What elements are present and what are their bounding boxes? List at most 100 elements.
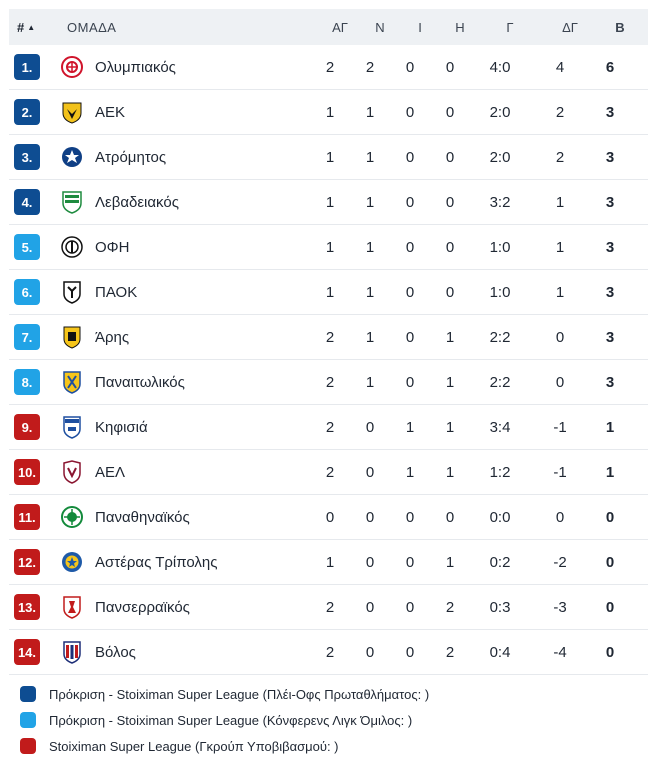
team-name[interactable]: Ολυμπιακός — [95, 58, 176, 76]
table-row[interactable]: 4. Λεβαδειακός 1 1 0 0 3:2 1 3 — [9, 180, 648, 225]
table-row[interactable]: 14. Βόλος 2 0 0 2 0:4 -4 0 — [9, 630, 648, 675]
points-cell: 0 — [605, 598, 615, 616]
paok-crest-icon — [60, 280, 84, 304]
team-cell[interactable]: Άρης — [57, 325, 310, 349]
losses-header[interactable]: Η — [455, 19, 465, 35]
points-cell: 3 — [605, 238, 615, 256]
team-name[interactable]: Βόλος — [95, 643, 136, 661]
team-cell[interactable]: Αστέρας Τρίπολης — [57, 550, 310, 574]
goals-cell: 1:0 — [489, 238, 511, 256]
points-cell: 3 — [605, 373, 615, 391]
legend-label: Stoiximan Super League (Γκρούπ Υποβιβασμ… — [49, 738, 339, 754]
table-row[interactable]: 5. ΟΦΗ 1 1 0 0 1:0 1 3 — [9, 225, 648, 270]
goals-cell: 3:2 — [489, 193, 511, 211]
draws-cell: 1 — [405, 418, 415, 436]
team-name[interactable]: Κηφισιά — [95, 418, 148, 436]
games-played-cell: 2 — [325, 463, 335, 481]
table-row[interactable]: 8. Παναιτωλικός 2 1 0 1 2:2 0 3 — [9, 360, 648, 405]
draws-cell: 0 — [405, 193, 415, 211]
goals-header[interactable]: Γ — [506, 19, 514, 35]
goal-difference-cell: -1 — [553, 418, 567, 436]
games-played-cell: 2 — [325, 373, 335, 391]
wins-cell: 1 — [365, 238, 375, 256]
draws-cell: 1 — [405, 463, 415, 481]
team-cell[interactable]: Βόλος — [57, 640, 310, 664]
rank-badge: 12. — [14, 549, 40, 575]
wins-cell: 1 — [365, 373, 375, 391]
rank-column-header[interactable]: # ▲ — [9, 20, 57, 35]
draws-header[interactable]: Ι — [418, 19, 422, 35]
wins-cell: 0 — [365, 643, 375, 661]
losses-cell: 0 — [445, 238, 455, 256]
legend-item: Πρόκριση - Stoiximan Super League (Κόνφε… — [20, 707, 648, 733]
losses-cell: 0 — [445, 58, 455, 76]
table-row[interactable]: 6. ΠΑΟΚ 1 1 0 0 1:0 1 3 — [9, 270, 648, 315]
team-column-header[interactable]: ΟΜΑΔΑ — [67, 19, 117, 35]
team-name[interactable]: Ατρόμητος — [95, 148, 167, 166]
team-name[interactable]: Παναιτωλικός — [95, 373, 185, 391]
losses-cell: 0 — [445, 148, 455, 166]
rank-header-label: # — [17, 19, 25, 35]
points-header[interactable]: Β — [615, 19, 625, 35]
table-row[interactable]: 1. Ολυμπιακός 2 2 0 0 4:0 4 6 — [9, 45, 648, 90]
goal-difference-cell: 1 — [555, 283, 565, 301]
team-cell[interactable]: Πανσερραϊκός — [57, 595, 310, 619]
team-name[interactable]: Πανσερραϊκός — [95, 598, 190, 616]
losses-cell: 0 — [445, 103, 455, 121]
games-played-header[interactable]: ΑΓ — [332, 19, 348, 35]
team-cell[interactable]: ΠΑΟΚ — [57, 280, 310, 304]
team-cell[interactable]: ΑΕΚ — [57, 100, 310, 124]
team-cell[interactable]: Λεβαδειακός — [57, 190, 310, 214]
wins-cell: 1 — [365, 193, 375, 211]
rank-cell: 7. — [9, 324, 57, 350]
goal-difference-header[interactable]: ΔΓ — [562, 19, 578, 35]
rank-cell: 11. — [9, 504, 57, 530]
games-played-cell: 1 — [325, 103, 335, 121]
team-cell[interactable]: ΟΦΗ — [57, 235, 310, 259]
goal-difference-cell: -2 — [553, 553, 567, 571]
goals-cell: 2:2 — [489, 373, 511, 391]
draws-cell: 0 — [405, 58, 415, 76]
wins-cell: 0 — [365, 463, 375, 481]
draws-cell: 0 — [405, 508, 415, 526]
team-name[interactable]: Αστέρας Τρίπολης — [95, 553, 218, 571]
team-name[interactable]: ΠΑΟΚ — [95, 283, 138, 301]
wins-cell: 1 — [365, 328, 375, 346]
team-name[interactable]: ΟΦΗ — [95, 238, 130, 256]
team-cell[interactable]: Κηφισιά — [57, 415, 310, 439]
rank-cell: 3. — [9, 144, 57, 170]
legend-label: Πρόκριση - Stoiximan Super League (Κόνφε… — [49, 712, 413, 728]
team-cell[interactable]: Παναθηναϊκός — [57, 505, 310, 529]
table-row[interactable]: 12. Αστέρας Τρίπολης 1 0 0 1 0:2 -2 0 — [9, 540, 648, 585]
goals-cell: 2:2 — [489, 328, 511, 346]
table-row[interactable]: 7. Άρης 2 1 0 1 2:2 0 3 — [9, 315, 648, 360]
points-cell: 0 — [605, 643, 615, 661]
team-name[interactable]: ΑΕΚ — [95, 103, 126, 121]
team-name[interactable]: ΑΕΛ — [95, 463, 126, 481]
table-row[interactable]: 11. Παναθηναϊκός 0 0 0 0 0:0 0 0 — [9, 495, 648, 540]
table-row[interactable]: 3. Ατρόμητος 1 1 0 0 2:0 2 3 — [9, 135, 648, 180]
volos-crest-icon — [60, 640, 84, 664]
wins-cell: 0 — [365, 598, 375, 616]
legend-color-swatch — [20, 686, 36, 702]
team-name[interactable]: Άρης — [95, 328, 130, 346]
table-row[interactable]: 13. Πανσερραϊκός 2 0 0 2 0:3 -3 0 — [9, 585, 648, 630]
table-row[interactable]: 2. ΑΕΚ 1 1 0 0 2:0 2 3 — [9, 90, 648, 135]
team-cell[interactable]: Παναιτωλικός — [57, 370, 310, 394]
games-played-cell: 0 — [325, 508, 335, 526]
table-row[interactable]: 10. ΑΕΛ 2 0 1 1 1:2 -1 1 — [9, 450, 648, 495]
team-name[interactable]: Λεβαδειακός — [95, 193, 179, 211]
team-cell[interactable]: Ολυμπιακός — [57, 55, 310, 79]
goals-cell: 4:0 — [489, 58, 511, 76]
sort-ascending-icon[interactable]: ▲ — [27, 22, 36, 32]
rank-badge: 9. — [14, 414, 40, 440]
team-cell[interactable]: Ατρόμητος — [57, 145, 310, 169]
wins-header[interactable]: Ν — [375, 19, 385, 35]
draws-cell: 0 — [405, 373, 415, 391]
table-row[interactable]: 9. Κηφισιά 2 0 1 1 3:4 -1 1 — [9, 405, 648, 450]
games-played-cell: 2 — [325, 418, 335, 436]
team-name[interactable]: Παναθηναϊκός — [95, 508, 190, 526]
asteras-tripolis-crest-icon — [60, 550, 84, 574]
team-cell[interactable]: ΑΕΛ — [57, 460, 310, 484]
